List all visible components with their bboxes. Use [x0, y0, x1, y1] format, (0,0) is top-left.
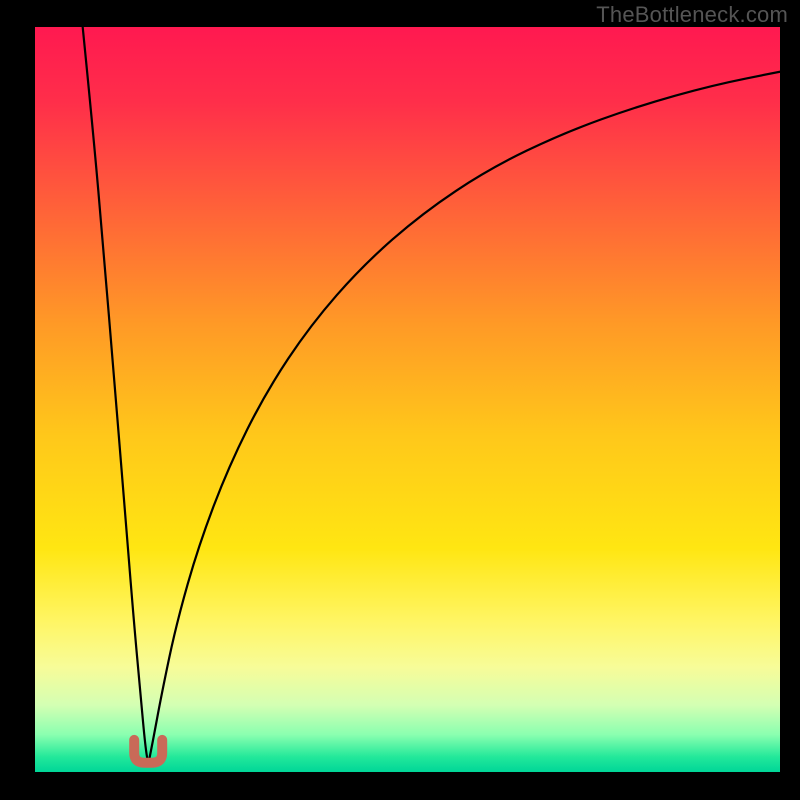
plot-area	[35, 27, 780, 772]
watermark-text: TheBottleneck.com	[596, 2, 788, 28]
chart-svg-holder	[0, 0, 800, 800]
chart-container: TheBottleneck.com	[0, 0, 800, 800]
chart-svg	[0, 0, 800, 800]
